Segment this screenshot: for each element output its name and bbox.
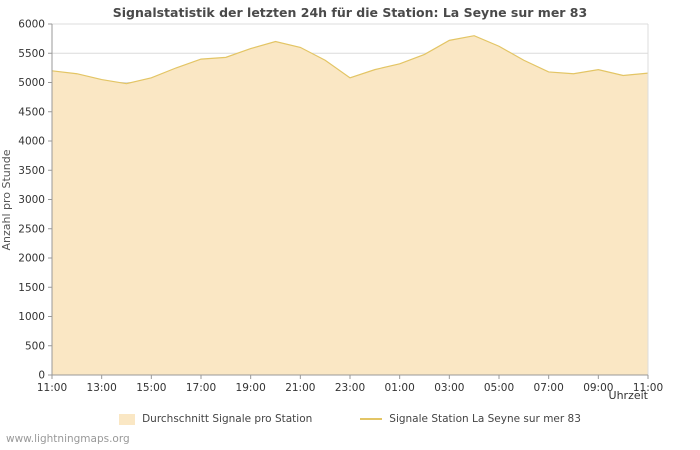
legend-station-label: Signale Station La Seyne sur mer 83 (389, 413, 581, 425)
chart-title: Signalstatistik der letzten 24h für die … (112, 5, 588, 20)
svg-text:09:00: 09:00 (583, 382, 613, 394)
svg-text:5000: 5000 (18, 77, 45, 89)
svg-text:01:00: 01:00 (385, 382, 415, 394)
svg-text:3500: 3500 (18, 165, 45, 177)
legend-item-average: Durchschnitt Signale pro Station (119, 413, 312, 425)
svg-text:15:00: 15:00 (136, 382, 166, 394)
svg-text:23:00: 23:00 (335, 382, 365, 394)
legend-station-swatch (360, 418, 383, 420)
svg-text:6000: 6000 (18, 19, 45, 31)
svg-text:17:00: 17:00 (186, 382, 216, 394)
svg-text:11:00: 11:00 (633, 382, 663, 394)
svg-text:0: 0 (38, 370, 45, 382)
x-axis-label: Uhrzeit (608, 389, 648, 402)
watermark-link: www.lightningmaps.org (6, 433, 130, 445)
svg-text:500: 500 (25, 340, 45, 352)
svg-text:5500: 5500 (18, 48, 45, 60)
svg-text:4500: 4500 (18, 106, 45, 118)
svg-text:11:00: 11:00 (37, 382, 67, 394)
svg-text:07:00: 07:00 (534, 382, 564, 394)
svg-text:13:00: 13:00 (87, 382, 117, 394)
svg-text:03:00: 03:00 (434, 382, 464, 394)
legend-item-station: Signale Station La Seyne sur mer 83 (360, 413, 581, 425)
svg-text:2500: 2500 (18, 223, 45, 235)
svg-text:05:00: 05:00 (484, 382, 514, 394)
svg-text:2000: 2000 (18, 253, 45, 265)
svg-text:1500: 1500 (18, 282, 45, 294)
legend-average-swatch (119, 413, 136, 425)
chart-plot-area: 0 500 1000 1500 2000 2500 3000 3500 4000 4500 5000… (18, 19, 663, 395)
svg-text:21:00: 21:00 (285, 382, 315, 394)
legend-average-label: Durchschnitt Signale pro Station (142, 413, 313, 425)
svg-text:3000: 3000 (18, 194, 45, 206)
svg-text:1000: 1000 (18, 311, 45, 323)
svg-text:19:00: 19:00 (236, 382, 266, 394)
svg-text:4000: 4000 (18, 136, 45, 148)
chart-legend: Durchschnitt Signale pro Station Signale… (0, 413, 700, 425)
